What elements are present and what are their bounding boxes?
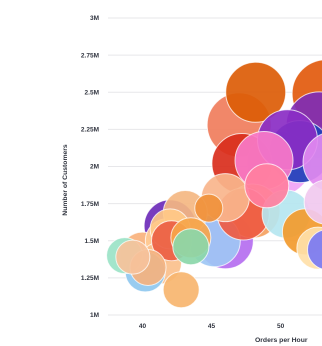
bubble-point[interactable] xyxy=(302,132,322,192)
y-tick-label: 1.75M xyxy=(81,201,99,208)
bubble-series xyxy=(106,59,322,309)
y-tick-label: 1.25M xyxy=(81,275,99,282)
bubble-point[interactable] xyxy=(162,271,200,309)
bubble-point[interactable] xyxy=(225,61,287,123)
y-axis-tick-labels: 1M 1.25M 1.5M 1.75M 2M 2.25M 2.5M 2.75M 3M xyxy=(81,15,99,319)
y-tick-label: 3M xyxy=(90,15,99,22)
x-tick-label: 45 xyxy=(208,323,216,330)
bubble-point[interactable] xyxy=(194,193,224,223)
y-tick-label: 2.25M xyxy=(81,127,99,134)
bubble-point[interactable] xyxy=(303,180,322,225)
bubble-point[interactable] xyxy=(172,228,210,266)
x-tick-label: 40 xyxy=(139,323,147,330)
x-axis-tick-labels: 40 45 50 xyxy=(139,323,285,330)
y-tick-label: 1M xyxy=(90,312,99,319)
bubble-point[interactable] xyxy=(115,239,151,275)
y-tick-label: 1.5M xyxy=(85,238,99,245)
y-tick-label: 2.5M xyxy=(85,89,99,96)
y-tick-label: 2M xyxy=(90,164,99,171)
bubble-point[interactable] xyxy=(244,163,290,209)
x-tick-label: 50 xyxy=(277,323,285,330)
y-tick-label: 2.75M xyxy=(81,52,99,59)
x-axis-title: Orders per Hour xyxy=(255,337,308,344)
bubble-point[interactable] xyxy=(307,229,322,270)
y-axis-title: Number of Customers xyxy=(62,144,69,216)
